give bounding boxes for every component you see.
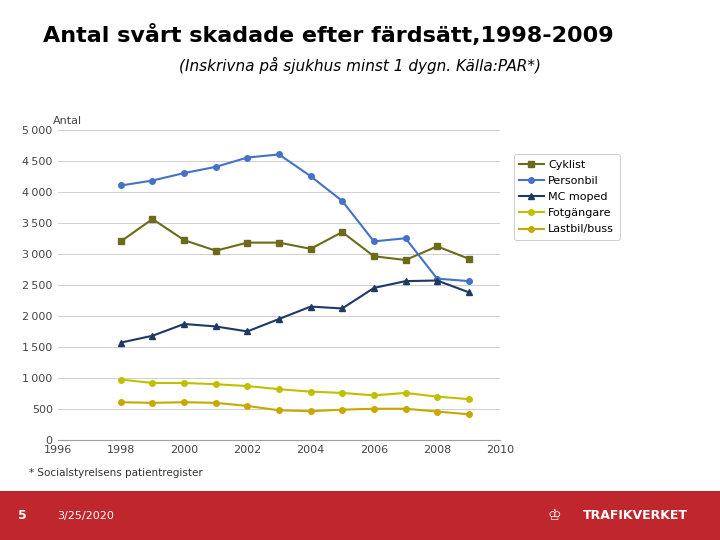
Lastbil/buss <box>243 403 252 409</box>
Personbil <box>275 151 284 158</box>
Lastbil/buss <box>180 399 189 406</box>
Fotgängare <box>401 390 410 396</box>
MC moped <box>180 321 189 327</box>
Line: Fotgängare: Fotgängare <box>118 377 472 402</box>
Personbil <box>433 275 441 282</box>
Cyklist <box>401 256 410 263</box>
Text: 5: 5 <box>18 509 27 522</box>
Fotgängare <box>243 383 252 389</box>
Fotgängare <box>433 393 441 400</box>
Cyklist <box>117 238 125 245</box>
Lastbil/buss <box>401 406 410 412</box>
Cyklist <box>306 246 315 252</box>
Line: MC moped: MC moped <box>117 277 472 346</box>
MC moped <box>117 339 125 346</box>
Cyklist <box>338 229 346 235</box>
Personbil <box>369 238 378 245</box>
Lastbil/buss <box>212 400 220 406</box>
Fotgängare <box>369 392 378 399</box>
Cyklist <box>148 216 157 222</box>
Fotgängare <box>338 390 346 396</box>
Text: ♔: ♔ <box>547 508 561 523</box>
Personbil <box>401 235 410 241</box>
Lastbil/buss <box>338 407 346 413</box>
Cyklist <box>180 237 189 244</box>
Lastbil/buss <box>148 400 157 406</box>
Legend: Cyklist, Personbil, MC moped, Fotgängare, Lastbil/buss: Cyklist, Personbil, MC moped, Fotgängare… <box>513 154 619 240</box>
MC moped <box>306 303 315 310</box>
Fotgängare <box>275 386 284 393</box>
MC moped <box>433 277 441 284</box>
Fotgängare <box>148 380 157 386</box>
Cyklist <box>243 239 252 246</box>
Fotgängare <box>306 388 315 395</box>
Fotgängare <box>212 381 220 388</box>
Fotgängare <box>180 380 189 386</box>
Text: Antal: Antal <box>53 117 82 126</box>
MC moped <box>369 285 378 291</box>
Personbil <box>180 170 189 176</box>
Personbil <box>464 278 473 285</box>
Personbil <box>117 183 125 189</box>
MC moped <box>275 316 284 322</box>
Text: TRAFIKVERKET: TRAFIKVERKET <box>583 509 688 522</box>
MC moped <box>212 323 220 330</box>
MC moped <box>338 305 346 312</box>
Lastbil/buss <box>306 408 315 415</box>
Cyklist <box>275 239 284 246</box>
Lastbil/buss <box>433 408 441 415</box>
Lastbil/buss <box>117 399 125 406</box>
Cyklist <box>433 243 441 249</box>
Personbil <box>212 164 220 170</box>
Lastbil/buss <box>464 411 473 417</box>
MC moped <box>243 328 252 335</box>
Fotgängare <box>117 376 125 383</box>
Cyklist <box>369 253 378 260</box>
Cyklist <box>464 255 473 262</box>
Text: * Socialstyrelsens patientregister: * Socialstyrelsens patientregister <box>29 468 202 478</box>
Cyklist <box>212 247 220 254</box>
Lastbil/buss <box>369 406 378 412</box>
Text: 3/25/2020: 3/25/2020 <box>58 511 114 521</box>
MC moped <box>401 278 410 285</box>
MC moped <box>464 289 473 295</box>
Personbil <box>148 177 157 184</box>
Fotgängare <box>464 396 473 402</box>
Line: Lastbil/buss: Lastbil/buss <box>118 400 472 417</box>
Lastbil/buss <box>275 407 284 414</box>
Text: (Inskrivna på sjukhus minst 1 dygn. Källa:PAR*): (Inskrivna på sjukhus minst 1 dygn. Käll… <box>179 57 541 74</box>
Personbil <box>338 198 346 204</box>
Personbil <box>306 173 315 179</box>
Text: Antal svårt skadade efter färdsätt,1998-2009: Antal svårt skadade efter färdsätt,1998-… <box>43 24 614 46</box>
Line: Personbil: Personbil <box>118 152 472 284</box>
Personbil <box>243 154 252 161</box>
Line: Cyklist: Cyklist <box>118 216 472 263</box>
MC moped <box>148 333 157 339</box>
